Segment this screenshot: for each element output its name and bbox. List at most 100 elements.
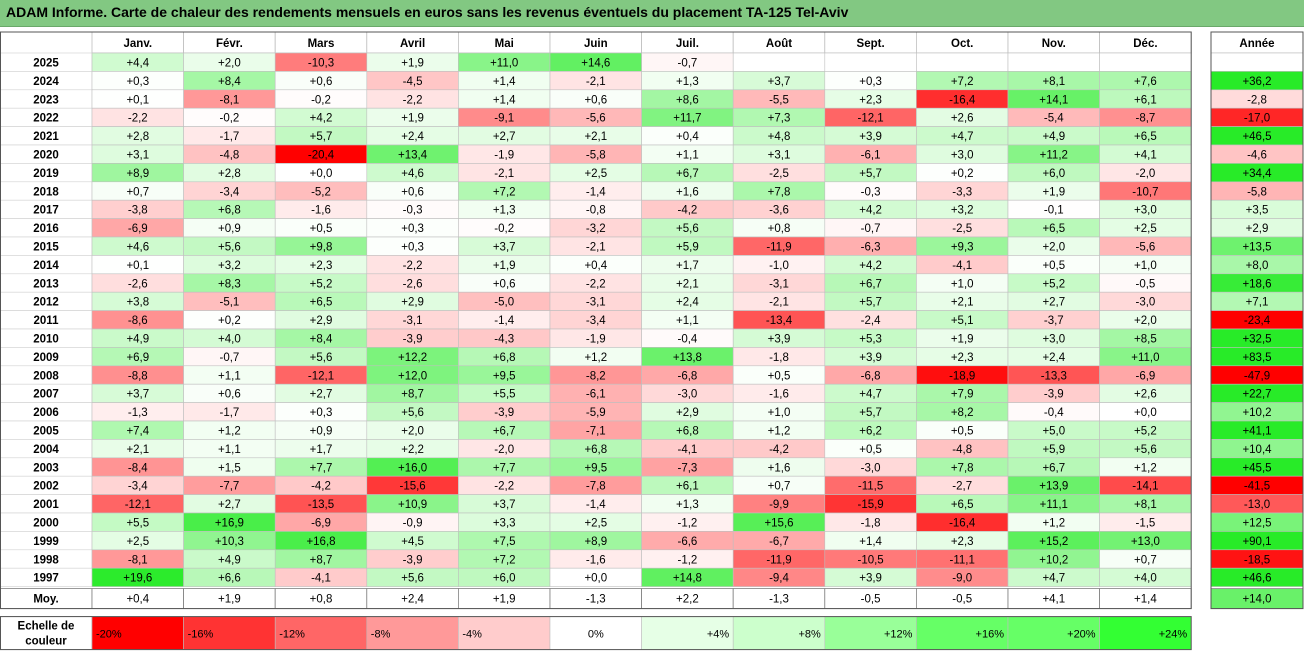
color-scale-swatch — [1099, 616, 1192, 650]
column-header-label: Sept. — [857, 38, 885, 50]
heatmap-cell-value: +0,4 — [676, 131, 699, 143]
heatmap-cell-value: +5,6 — [401, 573, 424, 585]
heatmap-cell-value: -1,5 — [1135, 518, 1155, 530]
heatmap-cell-value: +3,9 — [859, 573, 882, 585]
heatmap-cell-value: +2,5 — [126, 536, 149, 548]
heatmap-cell-value: -15,6 — [399, 481, 425, 493]
column-header-label: Juin — [584, 38, 608, 50]
heatmap-cell-value: -3,9 — [494, 407, 514, 419]
annual-cell-value: -18,5 — [1244, 554, 1270, 566]
heatmap-cell-value: +1,2 — [218, 426, 241, 438]
heatmap-cell-value: +16,9 — [215, 518, 244, 530]
heatmap-cell-value: +5,6 — [1134, 444, 1157, 456]
heatmap-cell-value: +0,7 — [126, 186, 149, 198]
heatmap-cell-value: +2,8 — [218, 168, 241, 180]
heatmap-cell-value: -2,1 — [769, 297, 789, 309]
heatmap-cell-value: -6,9 — [128, 223, 148, 235]
heatmap-cell-value: +0,9 — [218, 223, 241, 235]
heatmap-cell-value: -20,4 — [308, 150, 335, 162]
heatmap-cell-value: -4,5 — [403, 76, 423, 88]
heatmap-cell-value: +9,3 — [951, 242, 974, 254]
heatmap-cell-value: +8,1 — [1134, 499, 1157, 511]
average-cell-value: +2,2 — [676, 594, 699, 606]
column-header-label: Oct. — [951, 38, 973, 50]
heatmap-cell-value: -1,8 — [769, 352, 789, 364]
heatmap-cell-value: +8,9 — [126, 168, 149, 180]
heatmap-cell-value: -3,7 — [1044, 315, 1064, 327]
color-scale-swatch — [641, 616, 734, 650]
year-label: 2014 — [33, 260, 59, 272]
heatmap-cell-value: -1,6 — [586, 554, 606, 566]
heatmap-cell-value: +8,7 — [401, 389, 424, 401]
heatmap-cell-value: -6,1 — [861, 150, 881, 162]
heatmap-cell-value: -6,1 — [586, 389, 606, 401]
average-cell-value: +0,4 — [126, 594, 149, 606]
heatmap-cell-value: +0,6 — [401, 186, 424, 198]
color-scale-label: Echelle de — [18, 621, 75, 633]
heatmap-cell-value: +1,9 — [1042, 186, 1065, 198]
average-cell-value: +2,4 — [401, 594, 424, 606]
heatmap-cell-value: +1,1 — [676, 150, 699, 162]
color-scale-value: -12% — [279, 629, 305, 641]
heatmap-cell-value: +7,8 — [768, 186, 791, 198]
heatmap-cell-value: +2,4 — [676, 297, 699, 309]
annual-cell-value: -4,6 — [1247, 150, 1267, 162]
heatmap-cell-value: +1,2 — [1134, 462, 1157, 474]
heatmap-cell-value: +16,8 — [306, 536, 335, 548]
heatmap-cell-value: -12,1 — [308, 370, 334, 382]
heatmap-cell-value: +8,9 — [584, 536, 607, 548]
heatmap-cell-value: -3,2 — [586, 223, 606, 235]
color-scale-label: couleur — [25, 636, 67, 648]
heatmap-cell-value: -0,3 — [861, 186, 881, 198]
heatmap-cell-value: +5,6 — [218, 242, 241, 254]
annual-cell-value: +8,0 — [1246, 260, 1269, 272]
year-label: 2024 — [33, 76, 59, 88]
heatmap-cell-value: -9,4 — [769, 573, 789, 585]
heatmap-cell-value: -3,1 — [403, 315, 423, 327]
heatmap-cell-value: +6,8 — [493, 352, 516, 364]
year-label: 2001 — [33, 499, 59, 511]
year-label: 2009 — [33, 352, 59, 364]
heatmap-cell-value: -2,6 — [403, 278, 423, 290]
heatmap-cell-value: +5,9 — [1042, 444, 1065, 456]
heatmap-cell-value: +1,9 — [951, 334, 974, 346]
heatmap-cell-value: +0,3 — [859, 76, 882, 88]
annual-cell-value: +18,6 — [1242, 278, 1271, 290]
heatmap-cell-value: -4,2 — [769, 444, 789, 456]
average-cell-value: -0,5 — [861, 594, 881, 606]
heatmap-cell-value: +3,8 — [126, 297, 149, 309]
heatmap-cell-value: +5,9 — [676, 242, 699, 254]
heatmap-cell-value: +1,3 — [493, 205, 516, 217]
heatmap-cell-value: +15,6 — [764, 518, 793, 530]
year-label: 2002 — [33, 481, 59, 493]
heatmap-cell-value: +2,1 — [951, 297, 974, 309]
heatmap-cell-value: +1,5 — [218, 462, 241, 474]
annual-cell-value: +46,5 — [1242, 131, 1271, 143]
heatmap-cell-value: +14,6 — [581, 58, 610, 70]
annual-cell-value: +83,5 — [1242, 352, 1271, 364]
heatmap-cell-value: +0,3 — [401, 242, 424, 254]
average-cell-value: +0,8 — [310, 594, 333, 606]
heatmap-cell-value: -7,7 — [219, 481, 239, 493]
heatmap-cell-value: -1,9 — [494, 150, 514, 162]
heatmap-cell-value: -1,2 — [677, 518, 697, 530]
heatmap-cell-value: -8,6 — [128, 315, 148, 327]
heatmap-cell-value: +2,6 — [951, 113, 974, 125]
heatmap-cell-value: -1,6 — [769, 389, 789, 401]
heatmap-cell-value: +1,9 — [401, 113, 424, 125]
heatmap-cell-value: +5,2 — [310, 278, 333, 290]
heatmap-cell-value: +0,0 — [584, 573, 607, 585]
heatmap-cell-value: +1,6 — [676, 186, 699, 198]
annual-cell-value: +36,2 — [1242, 76, 1271, 88]
heatmap-cell-value: +3,7 — [493, 499, 516, 511]
heatmap-cell-value: +4,8 — [768, 131, 791, 143]
heatmap-cell-value: -7,3 — [677, 462, 697, 474]
heatmap-cell-value: -2,5 — [769, 168, 789, 180]
heatmap-cell-value: -11,1 — [950, 554, 975, 566]
heatmap-cell-value: +0,6 — [310, 76, 333, 88]
heatmap-cell-value: +1,1 — [218, 370, 241, 382]
heatmap-cell-value: -12,1 — [125, 499, 151, 511]
heatmap-cell-value: -9,0 — [952, 573, 972, 585]
heatmap-cell-value: +5,5 — [126, 518, 149, 530]
heatmap-cell-value: -2,1 — [494, 168, 514, 180]
